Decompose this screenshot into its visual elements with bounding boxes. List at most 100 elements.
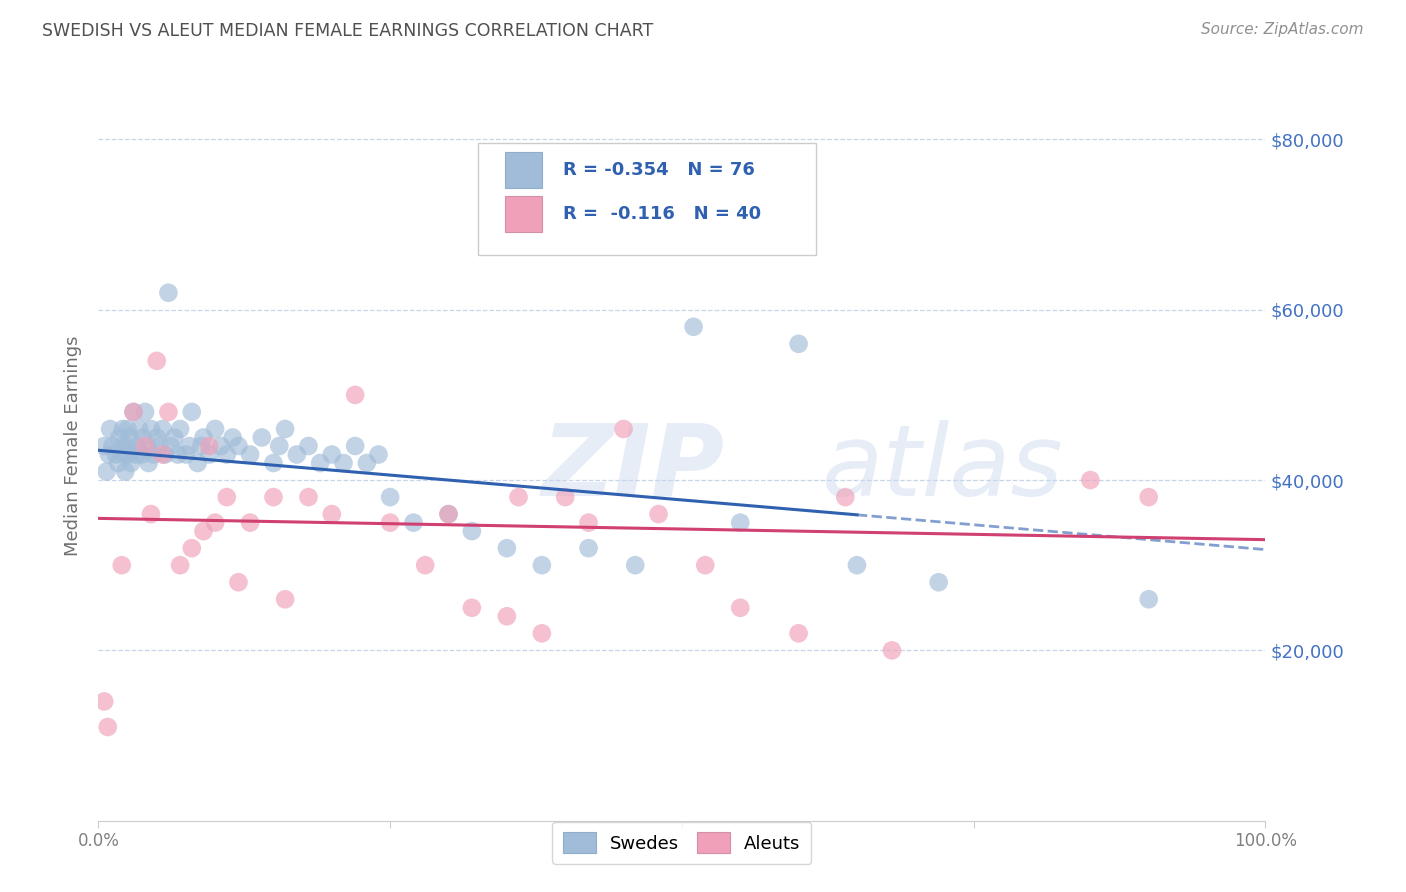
Point [647,507,669,521]
Point [274,422,297,436]
Point [198,448,221,462]
Point [437,507,460,521]
Point [146,430,169,444]
Point [107,456,129,470]
Point [508,490,530,504]
Point [380,490,402,504]
Point [730,600,752,615]
Point [578,541,600,556]
Point [142,448,165,462]
Point [367,448,389,462]
Point [118,448,141,462]
Point [111,558,134,573]
Text: Source: ZipAtlas.com: Source: ZipAtlas.com [1201,22,1364,37]
Point [297,439,319,453]
Point [97,720,120,734]
Point [174,448,197,462]
Point [132,430,155,444]
Point [111,422,134,436]
FancyBboxPatch shape [478,143,815,255]
Point [169,422,191,436]
Point [179,439,201,453]
Point [128,422,150,436]
Point [157,285,180,300]
Point [139,422,162,436]
Point [380,516,402,530]
Point [624,558,647,573]
Point [413,558,436,573]
Point [204,516,226,530]
Point [125,439,148,453]
Point [461,524,484,538]
Point [204,422,226,436]
Point [93,694,115,708]
Point [262,490,284,504]
Point [221,430,243,444]
Point [120,456,142,470]
Point [198,439,221,453]
Text: SWEDISH VS ALEUT MEDIAN FEMALE EARNINGS CORRELATION CHART: SWEDISH VS ALEUT MEDIAN FEMALE EARNINGS … [42,22,654,40]
Text: ZIP: ZIP [541,420,725,517]
Point [250,430,273,444]
Point [122,405,145,419]
Point [138,456,160,470]
Point [157,405,180,419]
Point [111,439,134,453]
Point [180,405,202,419]
Point [209,439,232,453]
Point [274,592,297,607]
Point [682,319,704,334]
Point [787,336,810,351]
Point [1080,473,1102,487]
Point [344,439,367,453]
Point [115,439,138,453]
Point [321,448,343,462]
Point [125,448,148,462]
Point [239,516,262,530]
Point [269,439,291,453]
Point [112,448,135,462]
Point [297,490,319,504]
Point [117,422,139,436]
Point [114,465,136,479]
Point [187,456,209,470]
Point [131,448,153,462]
Point [496,609,519,624]
Point [695,558,717,573]
Point [1137,490,1160,504]
Point [104,448,127,462]
Point [787,626,810,640]
Point [166,448,188,462]
Point [228,439,250,453]
Point [356,456,378,470]
Point [846,558,869,573]
Legend: Swedes, Aleuts: Swedes, Aleuts [553,822,811,864]
Point [180,541,202,556]
Point [228,575,250,590]
Point [530,558,553,573]
Point [146,354,169,368]
Point [321,507,343,521]
Point [332,456,354,470]
Text: atlas: atlas [823,420,1063,517]
Point [928,575,950,590]
Point [190,439,212,453]
Point [163,430,186,444]
Point [96,465,118,479]
Point [344,388,367,402]
Point [215,448,238,462]
Point [101,439,124,453]
Point [152,448,174,462]
Point [402,516,425,530]
Point [554,490,576,504]
Point [159,439,181,453]
Point [118,430,141,444]
Point [834,490,856,504]
Point [134,439,156,453]
Point [613,422,636,436]
Point [136,439,159,453]
Point [98,422,121,436]
Point [97,448,120,462]
Point [134,405,156,419]
Text: R =  -0.116   N = 40: R = -0.116 N = 40 [562,205,761,223]
